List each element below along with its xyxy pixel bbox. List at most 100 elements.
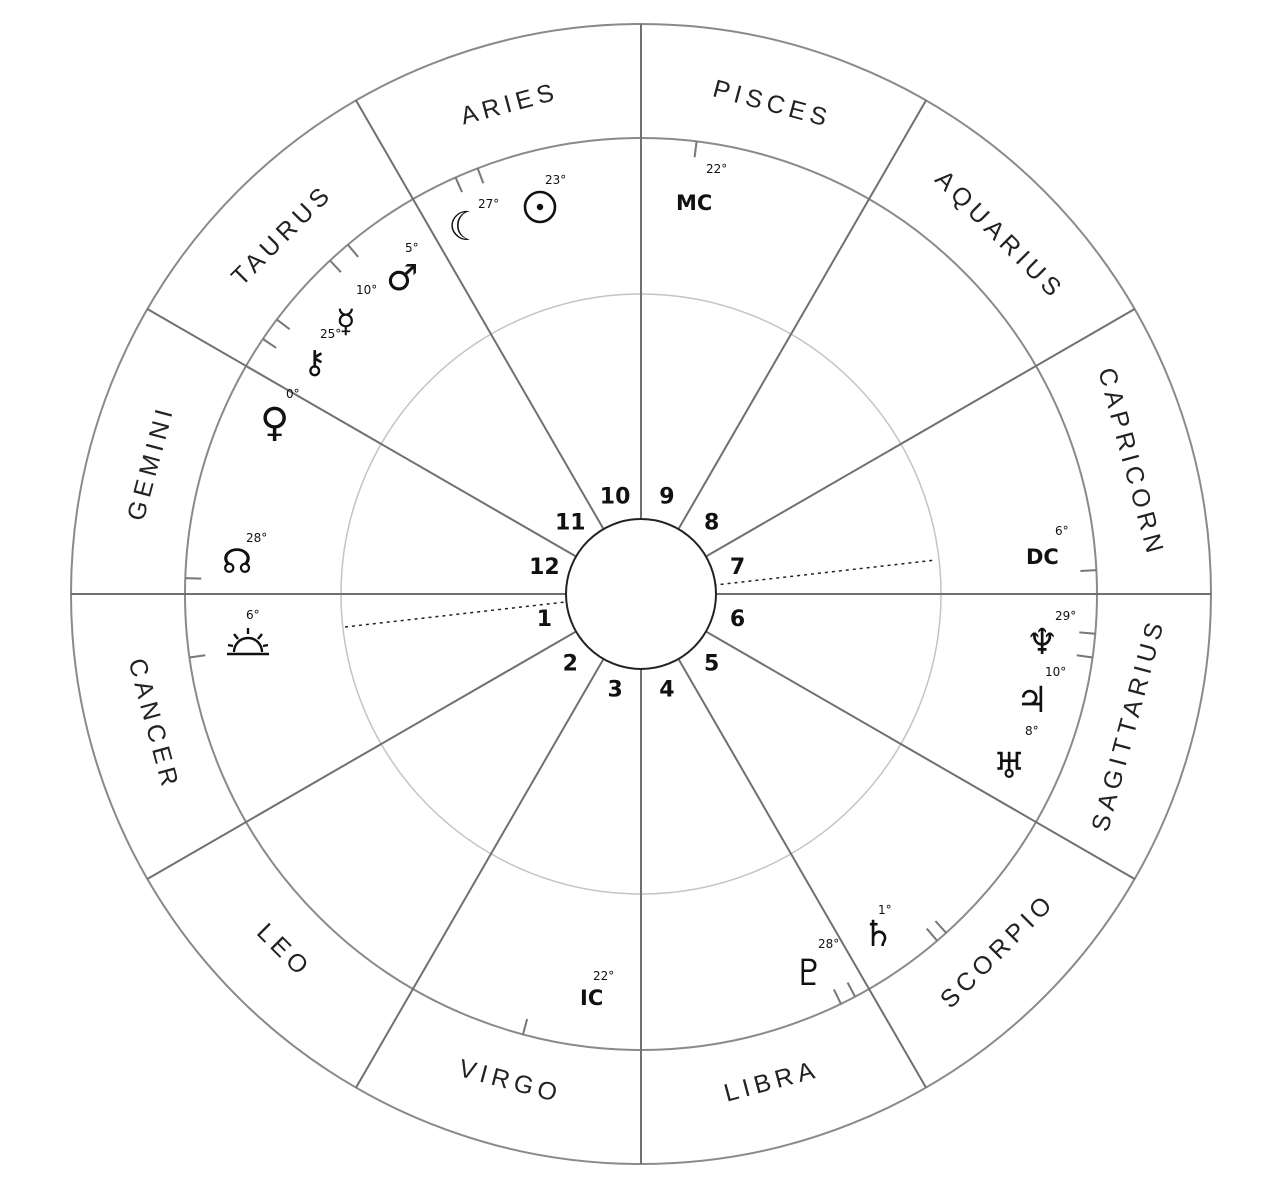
jupiter-marker: ♃ 10° [1016,665,1066,721]
sign-label-sagittarius: SAGITTARIUS [1086,615,1170,835]
ic-label: IC [580,986,603,1010]
mc-label: MC [676,191,712,215]
north-node-marker: ☊ 28° [222,531,267,582]
degree-tick [347,244,359,258]
degree-tick [476,167,485,184]
mc-degree: 22° [706,162,727,176]
center-circle [565,518,717,670]
sign-label-leo: LEO [251,918,317,984]
degree-tick [693,141,698,158]
mercury-marker: ☿ 10° [336,283,377,340]
ic-marker: IC 22° [580,969,614,1010]
saturn-degree: 1° [878,903,892,917]
house-number-10: 10 [600,484,631,509]
dc-degree: 6° [1055,524,1069,538]
saturn-icon: ♄ [862,914,894,955]
degree-tick [276,318,291,331]
sign-label-aries: ARIES [458,77,562,130]
moon-degree: 27° [478,197,499,211]
sunrise-icon [227,628,269,656]
ascendant-marker: 6° [227,608,269,656]
house-number-9: 9 [659,484,674,509]
dc-marker: DC 6° [1026,524,1069,569]
sector-divider-line [677,99,927,530]
house-number-8: 8 [704,510,719,535]
house-number-2: 2 [563,652,578,677]
pluto-degree: 28° [818,937,839,951]
uranus-degree: 8° [1025,724,1039,738]
degree-tick [454,177,463,193]
chiron-degree: 25° [320,327,341,341]
house-number-3: 3 [607,678,622,703]
degree-tick [522,1018,529,1035]
sign-label-virgo: VIRGO [456,1054,565,1108]
mc-marker: MC 22° [676,162,727,215]
sector-divider-line [705,630,1136,880]
degree-tick [1076,654,1093,659]
degree-tick [262,338,277,349]
saturn-marker: ♄ 1° [862,903,894,955]
sector-divider-line [146,308,577,558]
sign-label-taurus: TAURUS [226,179,338,291]
neptune-degree: 29° [1055,609,1076,623]
moon-icon: ☾ [448,204,484,250]
north-node-icon: ☊ [222,542,252,582]
degree-tick [846,982,856,998]
north-node-degree: 28° [246,531,267,545]
sign-label-scorpio: SCORPIO [935,888,1061,1014]
house-number-5: 5 [704,652,719,677]
uranus-icon: ♅ [993,746,1025,787]
house-number-7: 7 [730,555,745,580]
sun-degree: 23° [545,173,566,187]
sign-label-cancer: CANCER [123,655,185,793]
degree-tick [925,927,938,942]
sign-label-gemini: GEMINI [122,402,180,524]
sector-divider-line [355,99,605,530]
ic-degree: 22° [593,969,614,983]
sign-label-pisces: PISCES [710,75,835,134]
sign-label-libra: LIBRA [721,1055,822,1107]
neptune-marker: ♆ 29° [1026,609,1076,663]
degree-tick [185,577,202,580]
house-number-11: 11 [555,510,586,535]
house-number-12: 12 [529,555,560,580]
sector-divider-line [146,630,577,880]
mars-degree: 5° [405,241,419,255]
venus-marker: ♀ 0° [260,387,300,446]
mercury-icon: ☿ [336,302,356,340]
chiron-icon: ⚷ [303,343,326,381]
sector-divider-line [677,658,927,1089]
chiron-marker: ⚷ 25° [303,327,341,381]
degree-tick [189,654,206,659]
pluto-icon: ♇ [793,953,825,994]
sign-label-aquarius: AQUARIUS [930,165,1070,305]
pluto-marker: ♇ 28° [793,937,839,994]
sun-marker: 23° [523,173,566,224]
degree-tick [245,365,261,375]
dc-label: DC [1026,545,1059,569]
sector-divider-line [355,658,605,1089]
jupiter-icon: ♃ [1016,680,1048,721]
degree-tick [934,920,947,934]
house-number-1: 1 [537,607,552,632]
mars-marker: ♂ 5° [386,241,419,299]
house-number-6: 6 [730,607,745,632]
venus-icon: ♀ [260,400,289,446]
degree-tick [329,259,342,273]
jupiter-degree: 10° [1045,665,1066,679]
ascendant-degree: 6° [246,608,260,622]
degree-tick [1079,631,1096,635]
sun-icon [523,190,557,224]
sign-label-capricorn: CAPRICORN [1092,365,1170,561]
mercury-degree: 10° [356,283,377,297]
moon-marker: ☾ 27° [448,197,499,250]
sector-divider-line [705,308,1136,558]
degree-tick [1080,569,1097,572]
venus-degree: 0° [286,387,300,401]
uranus-marker: ♅ 8° [993,724,1039,787]
neptune-icon: ♆ [1026,622,1058,663]
degree-tick [832,989,842,1005]
house-number-4: 4 [659,678,674,703]
mars-icon: ♂ [386,258,418,299]
